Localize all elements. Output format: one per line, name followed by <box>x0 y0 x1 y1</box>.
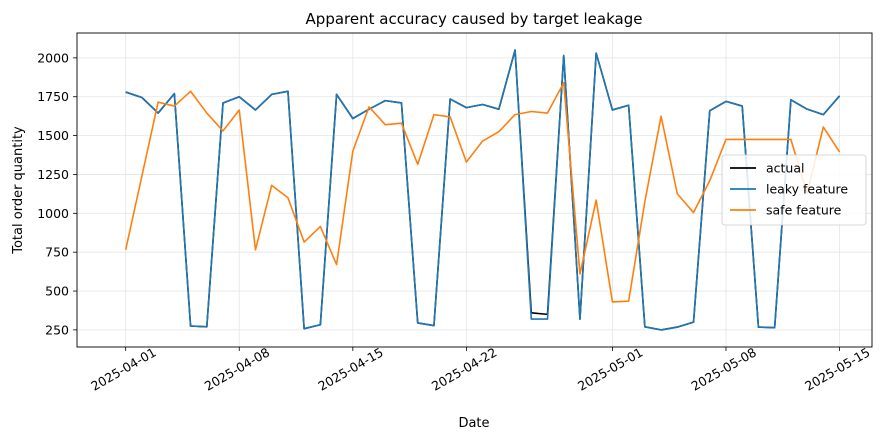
x-tick-label: 2025-05-15 <box>802 344 872 393</box>
x-tick-label: 2025-04-01 <box>88 344 158 393</box>
y-tick-label: 2000 <box>37 50 69 65</box>
legend-label: safe feature <box>766 203 842 218</box>
y-tick-label: 1750 <box>37 89 69 104</box>
plot-frame <box>76 32 873 348</box>
y-tick-label: 750 <box>45 245 69 260</box>
y-tick-label: 1250 <box>37 167 69 182</box>
legend-label: actual <box>766 161 805 176</box>
y-tick-label: 1000 <box>37 206 69 221</box>
legend-label: leaky feature <box>766 182 848 197</box>
x-tick-label: 2025-04-22 <box>429 344 499 393</box>
legend: actual leaky feature safe feature <box>721 154 867 226</box>
y-tick-label: 1500 <box>37 128 69 143</box>
chart-title: Apparent accuracy caused by target leaka… <box>306 10 643 28</box>
series-line-leaky-feature <box>125 49 841 331</box>
series-lines <box>124 49 841 331</box>
x-tick-label: 2025-05-01 <box>575 344 645 393</box>
x-tick-label: 2025-04-15 <box>315 344 385 393</box>
x-tick-label: 2025-04-08 <box>202 344 272 393</box>
x-axis-label: Date <box>458 416 489 431</box>
series-line-safe-feature <box>124 81 841 303</box>
y-axis-label: Total order quantity <box>11 126 26 255</box>
y-tick-label: 250 <box>45 322 69 337</box>
legend-box <box>721 154 867 226</box>
x-tick-label: 2025-05-08 <box>689 344 759 393</box>
y-tick-label: 500 <box>45 284 69 299</box>
